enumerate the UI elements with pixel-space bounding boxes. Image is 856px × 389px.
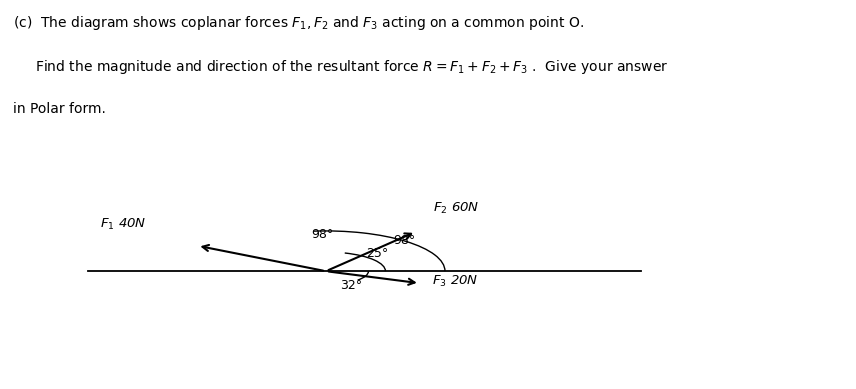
Text: (c)  The diagram shows coplanar forces $\mathit{F}_1, \mathit{F}_2$ and $\mathit: (c) The diagram shows coplanar forces $\…	[13, 14, 585, 32]
Text: 32°: 32°	[341, 279, 362, 292]
Text: $\mathit{F}_3$ 20N: $\mathit{F}_3$ 20N	[432, 274, 479, 289]
Text: $\mathit{F}_1$ 40N: $\mathit{F}_1$ 40N	[99, 217, 146, 232]
Text: 25°: 25°	[366, 247, 388, 260]
Text: 98°: 98°	[393, 234, 415, 247]
Text: Find the magnitude and direction of the resultant force $\mathit{R} = \mathit{F}: Find the magnitude and direction of the …	[13, 58, 669, 76]
Text: in Polar form.: in Polar form.	[13, 102, 106, 116]
Text: 98°: 98°	[311, 228, 333, 241]
Text: $\mathit{F}_2$ 60N: $\mathit{F}_2$ 60N	[433, 201, 479, 216]
